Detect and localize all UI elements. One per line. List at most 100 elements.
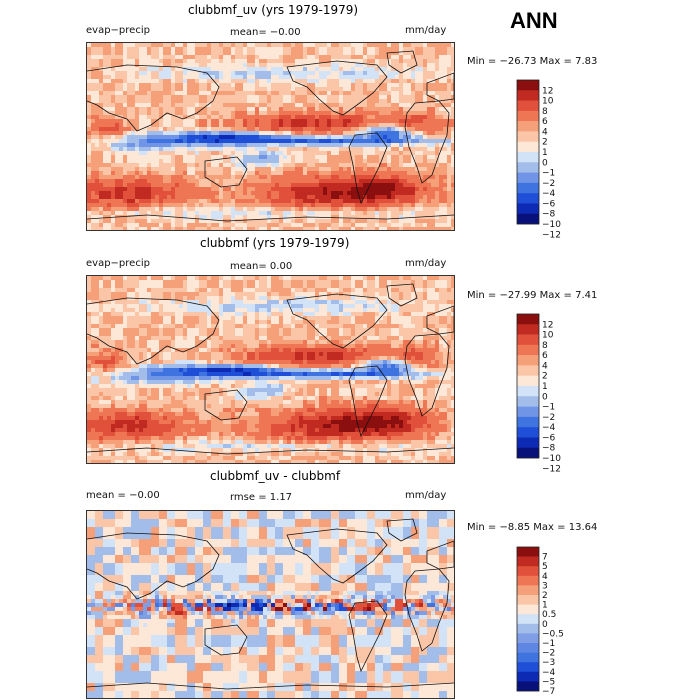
field-cell xyxy=(431,203,436,208)
field-cell xyxy=(343,223,348,228)
field-cell xyxy=(267,163,272,168)
field-cell xyxy=(227,183,232,188)
field-cell xyxy=(255,43,260,48)
field-cell xyxy=(323,111,328,116)
field-cell xyxy=(131,75,136,80)
field-cell xyxy=(275,292,280,297)
field-cell xyxy=(123,292,128,297)
field-cell xyxy=(411,179,416,184)
field-cell xyxy=(407,115,412,120)
field-cell xyxy=(407,151,412,156)
field-cell xyxy=(215,79,220,84)
field-cell xyxy=(335,284,340,289)
field-cell xyxy=(239,99,244,104)
field-cell xyxy=(423,147,428,152)
field-cell xyxy=(439,227,444,230)
field-cell xyxy=(447,79,452,84)
field-cell xyxy=(331,207,336,212)
field-cell xyxy=(363,63,368,68)
field-cell xyxy=(359,143,364,148)
field-cell xyxy=(351,67,356,72)
field-cell xyxy=(147,67,152,72)
field-cell xyxy=(435,151,440,156)
field-cell xyxy=(255,155,260,160)
field-cell xyxy=(187,195,192,200)
field-cell xyxy=(335,167,340,172)
field-cell xyxy=(371,195,376,200)
field-cell xyxy=(399,211,404,216)
field-cell xyxy=(243,175,248,180)
field-cell xyxy=(227,187,232,192)
field-cell xyxy=(431,143,436,148)
field-cell xyxy=(143,280,148,285)
field-cell xyxy=(247,227,252,230)
field-cell xyxy=(215,71,220,76)
field-cell xyxy=(231,280,236,285)
field-cell xyxy=(255,147,260,152)
field-cell xyxy=(207,187,212,192)
field-cell xyxy=(159,183,164,188)
field-cell xyxy=(139,219,144,224)
field-cell xyxy=(395,147,400,152)
field-cell xyxy=(339,87,344,92)
field-cell xyxy=(147,47,152,52)
field-cell xyxy=(371,67,376,72)
field-cell xyxy=(395,75,400,80)
field-cell xyxy=(147,227,152,230)
field-cell xyxy=(223,83,228,88)
field-cell xyxy=(323,151,328,156)
field-cell xyxy=(439,63,444,68)
field-cell xyxy=(387,123,392,128)
field-cell xyxy=(103,171,108,176)
field-cell xyxy=(447,155,452,160)
field-cell xyxy=(299,227,304,230)
field-cell xyxy=(163,292,168,297)
field-cell xyxy=(375,119,380,124)
field-cell xyxy=(227,91,232,96)
field-cell xyxy=(299,147,304,152)
field-cell xyxy=(439,55,444,60)
field-cell xyxy=(419,47,424,52)
field-cell xyxy=(291,276,296,281)
field-cell xyxy=(191,284,196,289)
field-cell xyxy=(415,51,420,56)
field-cell xyxy=(155,87,160,92)
field-cell xyxy=(363,79,368,84)
field-cell xyxy=(443,179,448,184)
field-cell xyxy=(427,47,432,52)
field-cell xyxy=(335,187,340,192)
field-cell xyxy=(231,167,236,172)
field-cell xyxy=(435,195,440,200)
field-cell xyxy=(251,59,256,64)
field-cell xyxy=(295,203,300,208)
field-cell xyxy=(391,155,396,160)
field-cell xyxy=(131,159,136,164)
field-cell xyxy=(375,43,380,48)
field-cell xyxy=(379,199,384,204)
field-cell xyxy=(235,223,240,228)
field-cell xyxy=(215,127,220,132)
field-cell xyxy=(415,292,420,297)
colorbar-frame xyxy=(516,79,540,225)
field-cell xyxy=(111,75,116,80)
field-cell xyxy=(339,143,344,148)
field-cell xyxy=(331,223,336,228)
field-cell xyxy=(271,223,276,228)
field-cell xyxy=(143,300,148,305)
field-cell xyxy=(191,215,196,220)
field-cell xyxy=(451,195,454,200)
field-cell xyxy=(283,103,288,108)
field-cell xyxy=(423,111,428,116)
field-cell xyxy=(223,79,228,84)
field-cell xyxy=(279,292,284,297)
contour-map-icon xyxy=(87,43,454,230)
field-cell xyxy=(187,155,192,160)
field-cell xyxy=(199,280,204,285)
field-cell xyxy=(139,83,144,88)
field-cell xyxy=(171,67,176,72)
field-cell xyxy=(179,288,184,293)
field-cell xyxy=(267,75,272,80)
field-cell xyxy=(279,223,284,228)
field-cell xyxy=(275,143,280,148)
field-cell xyxy=(327,111,332,116)
